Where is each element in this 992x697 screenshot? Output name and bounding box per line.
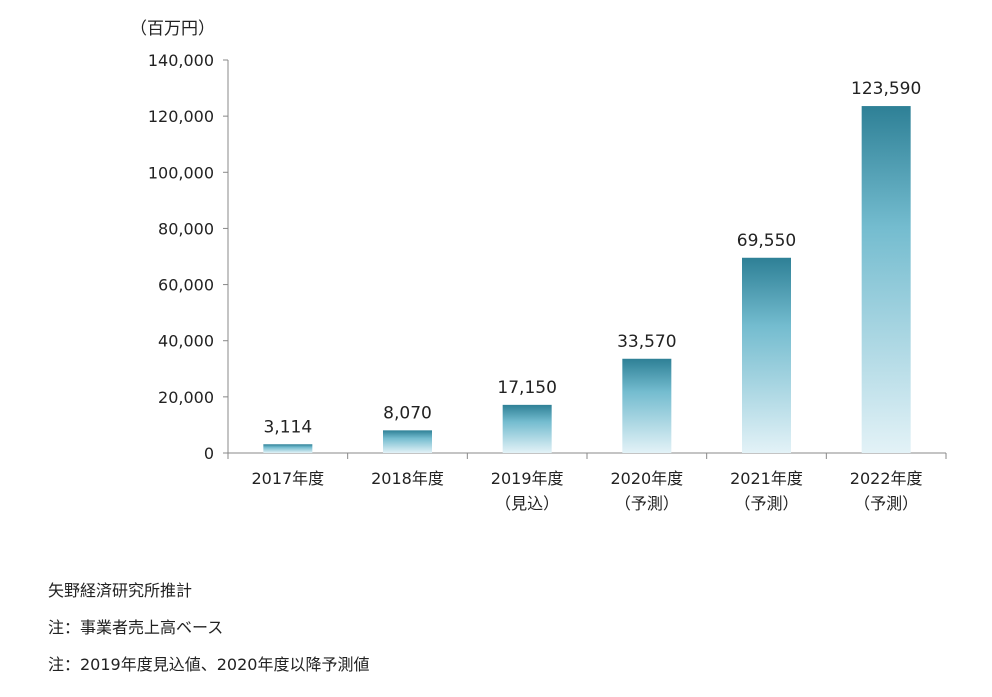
bar <box>383 430 432 453</box>
data-label: 8,070 <box>383 403 432 423</box>
notes: 矢野経済研究所推計 注：事業者売上高ベース 注：2019年度見込値、2020年度… <box>48 572 369 683</box>
x-axis: 2017年度 2018年度 2019年度 （見込） 2020年度 （予測） 2021年度 （予… <box>227 452 947 513</box>
source-note: 矢野経済研究所推計 <box>48 581 193 600</box>
category-label: 2018年度 <box>371 469 444 488</box>
y-tick-label: 80,000 <box>158 219 214 238</box>
y-tick-label: 60,000 <box>158 276 214 295</box>
y-tick-label: 40,000 <box>158 332 214 351</box>
data-label: 33,570 <box>617 332 676 352</box>
data-label: 17,150 <box>497 378 556 398</box>
category-label: 2020年度 <box>610 469 683 488</box>
y-tick-label: 120,000 <box>148 107 214 126</box>
y-tick-label: 0 <box>204 444 214 463</box>
bar <box>502 404 552 453</box>
data-label: 69,550 <box>737 231 796 251</box>
bar <box>742 257 791 453</box>
forecast-note: 注：2019年度見込値、2020年度以降予測値 <box>48 655 370 674</box>
category-label: （予測） <box>615 494 679 513</box>
y-tick-label: 100,000 <box>148 163 214 182</box>
unit-label: （百万円） <box>130 19 215 39</box>
y-axis: 0 20,000 40,000 60,000 80,000 100,000 120,000 1… <box>148 51 229 463</box>
y-tick-label: 140,000 <box>148 51 214 70</box>
bar-chart: （百万円） 0 20,000 40,000 60,000 80,000 100,000 12… <box>130 19 947 513</box>
category-label: 2022年度 <box>850 469 923 488</box>
bar <box>263 444 313 453</box>
bars: 3,114 8,070 17,150 33,570 69,550 123,590 <box>263 79 921 453</box>
category-label: （予測） <box>734 494 798 513</box>
category-label: 2017年度 <box>251 469 324 488</box>
category-label: 2021年度 <box>730 469 803 488</box>
category-label: 2019年度 <box>491 469 564 488</box>
bar <box>622 358 672 453</box>
data-label: 123,590 <box>851 79 921 99</box>
data-label: 3,114 <box>263 417 312 437</box>
category-label: （予測） <box>854 494 918 513</box>
category-label: （見込） <box>495 494 559 513</box>
y-tick-label: 20,000 <box>158 388 214 407</box>
basis-note: 注：事業者売上高ベース <box>48 618 224 637</box>
bar <box>861 106 911 453</box>
